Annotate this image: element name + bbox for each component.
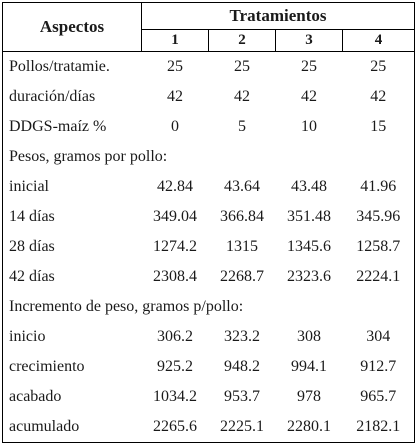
cell: 912.7	[342, 352, 416, 382]
table-row: 14 días 349.04 366.84 351.48 345.96	[2, 202, 416, 232]
table-row: 28 días 1274.2 1315 1345.6 1258.7	[2, 232, 416, 262]
header-col-3: 3	[275, 29, 343, 52]
header-col-1: 1	[141, 29, 209, 52]
cell: 308	[297, 328, 321, 345]
cell: 994.1	[291, 358, 327, 375]
cell: 345.96	[342, 202, 416, 232]
cell: 304	[342, 322, 416, 352]
cell: 25	[234, 58, 250, 75]
cell: 323.2	[224, 328, 260, 345]
table-row: inicio 306.2 323.2 308 304	[2, 322, 416, 352]
cell: 2268.7	[220, 268, 264, 285]
cell: 2265.6	[141, 412, 209, 443]
cell: 2225.1	[208, 412, 276, 443]
cell: 42	[301, 88, 317, 105]
cell: 15	[342, 112, 416, 142]
table-row: acumulado 2265.6 2225.1 2280.1 2182.1	[2, 412, 416, 443]
cell: 965.7	[342, 382, 416, 412]
row-label: Pollos/tratamie.	[2, 51, 142, 82]
cell: 2323.6	[287, 268, 331, 285]
cell: 349.04	[153, 208, 197, 225]
cell: 25	[167, 58, 183, 75]
row-label: DDGS-maíz %	[2, 112, 142, 142]
row-label: 28 días	[2, 232, 142, 262]
cell: 1345.6	[287, 238, 331, 255]
cell: 0	[171, 118, 179, 135]
row-label: acumulado	[2, 412, 142, 443]
cell: 1258.7	[342, 232, 416, 262]
header-tratamientos: Tratamientos	[141, 2, 416, 30]
cell: 5	[238, 118, 246, 135]
section-title-pesos: Pesos, gramos por pollo:	[1, 142, 416, 172]
section-row: Incremento de peso, gramos p/pollo:	[1, 292, 416, 322]
row-label: duración/días	[2, 82, 142, 112]
cell: 1034.2	[153, 388, 197, 405]
cell: 925.2	[157, 358, 193, 375]
table-row: crecimiento 925.2 948.2 994.1 912.7	[2, 352, 416, 382]
row-label: acabado	[2, 382, 142, 412]
cell: 43.48	[291, 178, 327, 195]
cell: 41.96	[342, 172, 416, 202]
cell: 10	[301, 118, 317, 135]
cell: 2308.4	[153, 268, 197, 285]
header-aspectos: Aspectos	[2, 2, 142, 52]
cell: 42	[167, 88, 183, 105]
cell: 953.7	[224, 388, 260, 405]
table-row: inicial 42.84 43.64 43.48 41.96	[2, 172, 416, 202]
cell: 1274.2	[153, 238, 197, 255]
cell: 1315	[226, 238, 258, 255]
table-row: Pollos/tratamie. 25 25 25 25	[2, 51, 416, 82]
table-row: DDGS-maíz % 0 5 10 15	[2, 112, 416, 142]
header-col-4: 4	[342, 29, 416, 52]
cell: 42	[234, 88, 250, 105]
cell: 978	[297, 388, 321, 405]
table-row: duración/días 42 42 42 42	[2, 82, 416, 112]
cell: 366.84	[220, 208, 264, 225]
row-label: 14 días	[2, 202, 142, 232]
cell: 351.48	[287, 208, 331, 225]
row-label: inicio	[2, 322, 142, 352]
cell: 43.64	[224, 178, 260, 195]
cell: 42	[342, 82, 416, 112]
cell: 42.84	[157, 178, 193, 195]
row-label: inicial	[2, 172, 142, 202]
header-col-2: 2	[208, 29, 276, 52]
cell: 306.2	[157, 328, 193, 345]
table-row: acabado 1034.2 953.7 978 965.7	[2, 382, 416, 412]
row-label: 42 días	[2, 262, 142, 292]
cell: 25	[342, 51, 416, 82]
section-row: Pesos, gramos por pollo:	[1, 142, 416, 172]
table-row: 42 días 2308.4 2268.7 2323.6 2224.1	[2, 262, 416, 292]
cell: 2182.1	[342, 412, 416, 443]
row-label: crecimiento	[2, 352, 142, 382]
section-title-incremento: Incremento de peso, gramos p/pollo:	[1, 292, 416, 322]
cell: 948.2	[224, 358, 260, 375]
cell: 2280.1	[275, 412, 343, 443]
cell: 2224.1	[342, 262, 416, 292]
cell: 25	[301, 58, 317, 75]
